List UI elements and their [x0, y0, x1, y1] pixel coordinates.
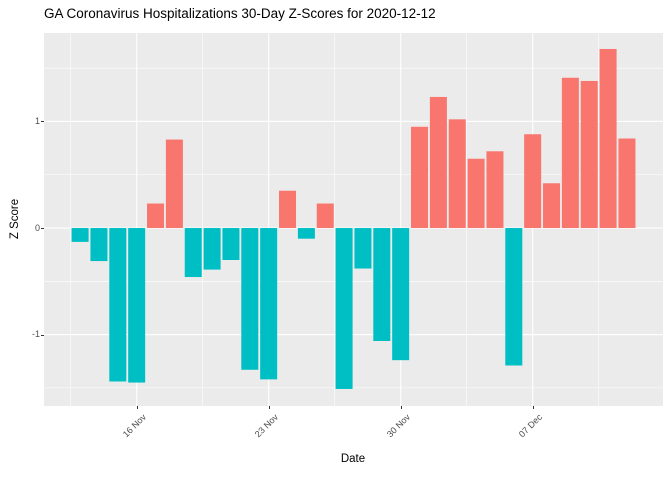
bar — [505, 228, 523, 366]
bar — [373, 228, 391, 341]
bar — [147, 203, 165, 229]
y-tick-label: -1 — [31, 329, 40, 340]
x-tick-mark — [532, 406, 534, 409]
bar — [618, 138, 636, 229]
x-tick-mark — [400, 406, 402, 409]
plot-panel — [44, 33, 663, 406]
y-tick-mark — [41, 228, 44, 230]
bar — [354, 228, 372, 269]
bar — [467, 158, 485, 229]
bar — [543, 183, 561, 229]
bar — [297, 228, 315, 239]
bar — [109, 228, 127, 382]
x-axis-title: Date — [340, 453, 366, 465]
y-tick-mark — [41, 334, 44, 336]
bar — [411, 126, 429, 229]
bar — [599, 48, 617, 229]
y-tick-label: 1 — [34, 115, 40, 126]
bar — [260, 228, 278, 380]
bar — [486, 151, 504, 229]
bar — [279, 190, 297, 229]
bar — [165, 139, 183, 229]
bar — [392, 228, 410, 361]
bar — [128, 228, 146, 383]
x-tick-label: 16 Nov — [120, 412, 148, 440]
bar — [524, 134, 542, 229]
bar — [429, 96, 447, 229]
bar — [184, 228, 202, 278]
x-tick-mark — [136, 406, 138, 409]
bar — [316, 203, 334, 229]
bar — [561, 77, 579, 229]
y-tick-mark — [41, 121, 44, 123]
x-tick-label: 07 Dec — [516, 412, 544, 440]
x-tick-label: 23 Nov — [252, 412, 280, 440]
bar — [71, 228, 89, 242]
y-tick-label: 0 — [34, 222, 40, 233]
x-tick-label: 30 Nov — [384, 412, 412, 440]
bar — [90, 228, 108, 262]
x-tick-mark — [268, 406, 270, 409]
bar — [335, 228, 353, 389]
bar — [448, 119, 466, 229]
bar — [203, 228, 221, 270]
chart-title: GA Coronavirus Hospitalizations 30-Day Z… — [44, 6, 436, 21]
bar — [580, 80, 598, 229]
bar — [241, 228, 259, 370]
bar — [222, 228, 240, 260]
